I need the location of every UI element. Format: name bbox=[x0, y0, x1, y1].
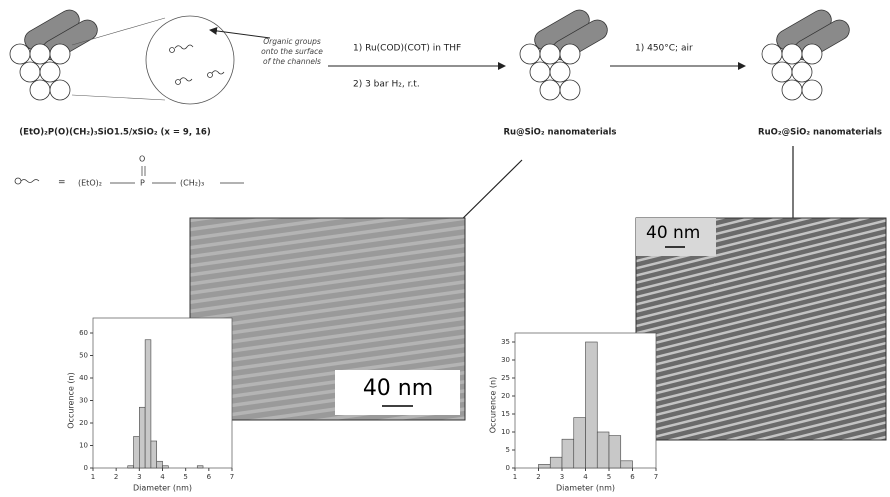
organic-note: onto the surface bbox=[261, 47, 323, 56]
precursor-label: (EtO)₂P(O)(CH₂)₃SiO1.5/xSiO₂ (x = 9, 16) bbox=[19, 128, 211, 138]
formula-part: (EtO)₂ bbox=[78, 179, 102, 188]
y-tick-label: 30 bbox=[79, 397, 88, 405]
bar bbox=[609, 436, 621, 468]
ruo2-bundle bbox=[762, 6, 853, 100]
bar bbox=[128, 466, 134, 468]
bar bbox=[586, 342, 598, 468]
y-tick-label: 35 bbox=[501, 338, 510, 346]
group-icon bbox=[15, 178, 39, 184]
bar bbox=[597, 432, 609, 468]
y-tick-label: 0 bbox=[84, 464, 88, 472]
y-tick-label: 20 bbox=[501, 392, 510, 400]
x-tick-label: 6 bbox=[207, 473, 212, 481]
y-axis-label: Occurence (n) bbox=[67, 372, 76, 428]
zoom-circle bbox=[146, 16, 234, 104]
x-tick-label: 7 bbox=[654, 473, 658, 481]
formula-part: (CH₂)₃ bbox=[180, 179, 204, 188]
organic-note: of the channels bbox=[263, 57, 321, 66]
organic-note: Organic groups bbox=[263, 37, 321, 46]
x-tick-label: 3 bbox=[137, 473, 141, 481]
bar bbox=[539, 464, 551, 468]
scale-bar-label: 40 nm bbox=[646, 223, 700, 243]
figure: Organic groups onto the surface of the c… bbox=[0, 0, 890, 497]
bar bbox=[163, 466, 169, 468]
bar bbox=[550, 457, 562, 468]
y-tick-label: 10 bbox=[79, 442, 88, 450]
bar bbox=[151, 441, 157, 468]
x-tick-label: 5 bbox=[183, 473, 187, 481]
x-tick-label: 4 bbox=[160, 473, 165, 481]
x-tick-label: 3 bbox=[560, 473, 564, 481]
x-tick-label: 1 bbox=[513, 473, 517, 481]
formula-part: P bbox=[140, 179, 145, 188]
y-tick-label: 50 bbox=[79, 352, 88, 360]
x-tick-label: 5 bbox=[607, 473, 611, 481]
equals: = bbox=[58, 178, 66, 188]
plot-frame bbox=[93, 318, 232, 468]
formula-part: O bbox=[139, 155, 145, 164]
bar bbox=[157, 461, 163, 468]
y-tick-label: 5 bbox=[506, 446, 510, 454]
zoom-line bbox=[72, 95, 165, 100]
bar bbox=[197, 466, 203, 468]
y-tick-label: 15 bbox=[501, 410, 510, 418]
product-label: RuO₂@SiO₂ nanomaterials bbox=[758, 128, 882, 138]
scale-bar-label: 40 nm bbox=[363, 376, 433, 401]
x-tick-label: 6 bbox=[630, 473, 635, 481]
y-tick-label: 30 bbox=[501, 356, 510, 364]
ru-bundle bbox=[520, 6, 611, 100]
bar bbox=[621, 461, 633, 468]
bar bbox=[574, 418, 586, 468]
x-tick-label: 7 bbox=[230, 473, 234, 481]
y-tick-label: 10 bbox=[501, 428, 510, 436]
x-tick-label: 2 bbox=[536, 473, 540, 481]
y-tick-label: 40 bbox=[79, 374, 88, 382]
bar bbox=[145, 340, 151, 468]
bar bbox=[562, 439, 574, 468]
product-label: Ru@SiO₂ nanomaterials bbox=[504, 128, 617, 138]
y-tick-label: 60 bbox=[79, 329, 88, 337]
y-tick-label: 25 bbox=[501, 374, 510, 382]
step-text: 1) 450°C; air bbox=[635, 44, 693, 54]
x-tick-label: 1 bbox=[91, 473, 95, 481]
y-tick-label: 0 bbox=[506, 464, 510, 472]
y-tick-label: 20 bbox=[79, 419, 88, 427]
step-text: 1) Ru(COD)(COT) in THF bbox=[353, 44, 461, 54]
silica-bundle bbox=[10, 6, 101, 100]
x-tick-label: 2 bbox=[114, 473, 118, 481]
y-axis-label: Occurence (n) bbox=[489, 377, 498, 433]
bar bbox=[134, 437, 140, 469]
x-axis-label: Diameter (nm) bbox=[133, 484, 192, 493]
x-axis-label: Diameter (nm) bbox=[556, 484, 615, 493]
step-text: 2) 3 bar H₂, r.t. bbox=[353, 80, 420, 90]
x-tick-label: 4 bbox=[583, 473, 588, 481]
bar bbox=[139, 407, 145, 468]
